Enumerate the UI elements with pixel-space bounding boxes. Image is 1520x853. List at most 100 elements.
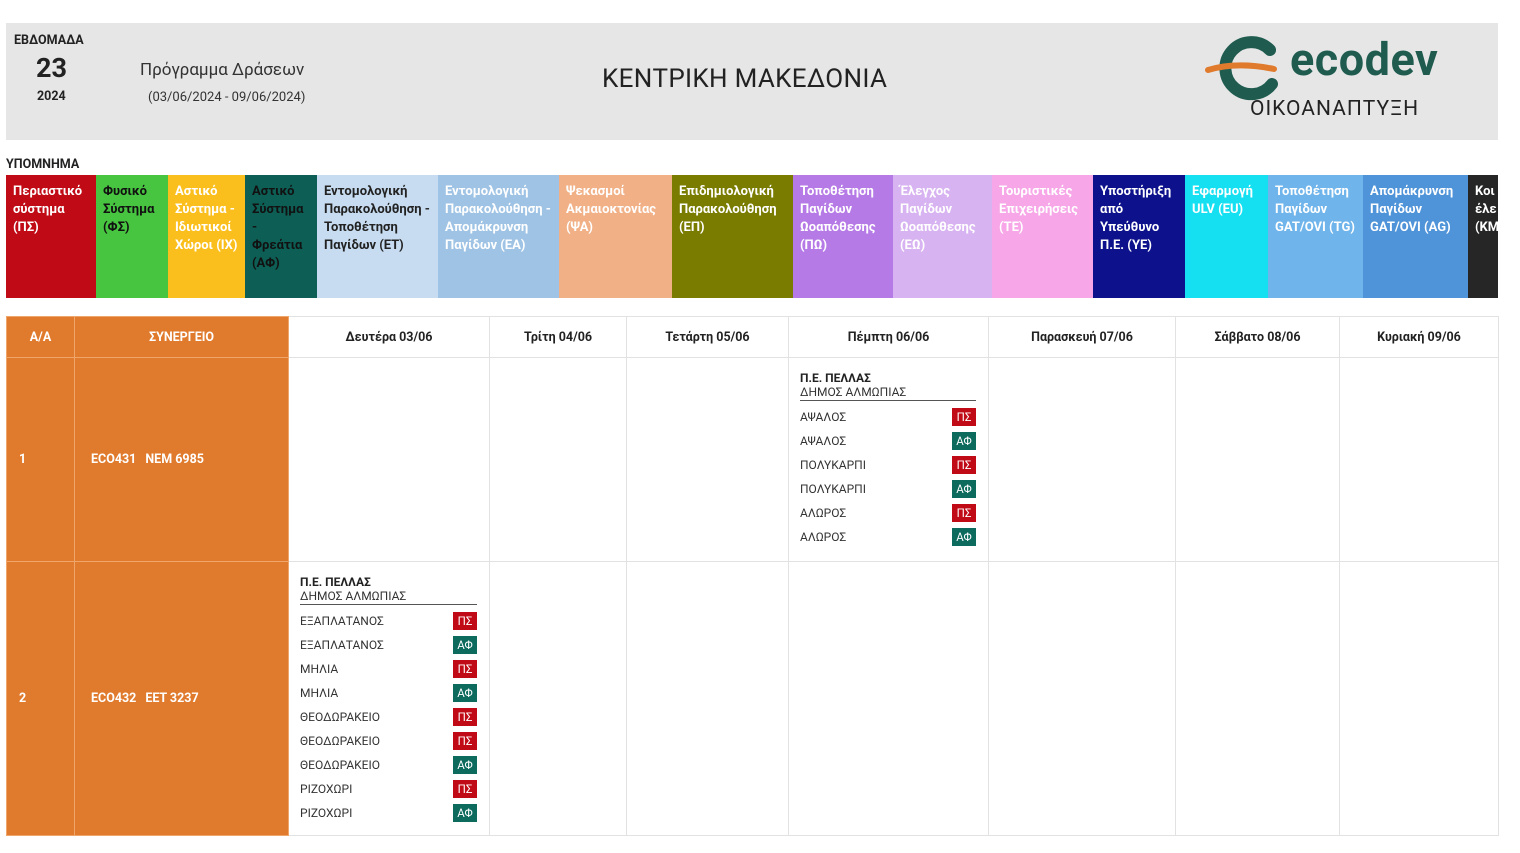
activity-place: ΜΗΛΙΑ [300,662,339,676]
legend-item: Τουριστικές Επιχειρήσεις (ΤΕ) [992,175,1093,298]
day-cell [1175,561,1340,836]
table-row: 2 ECO432 ΕΕΤ 3237 Π.Ε. ΠΕΛΛΑΣ ΔΗΜΟΣ ΑΛΜΩΠΙΑΣ… [6,561,1499,836]
col-header-aa: Α/Α [6,316,75,358]
ecodev-logo: ecodev ΟΙΚΟΑΝΑΠΤΥΞΗ [1204,33,1474,133]
crew-code: ECO431 [91,452,137,467]
day-cell [489,561,627,836]
table-row: 1 ECO431 ΝΕΜ 6985 Π.Ε. ΠΕΛΛΑΣ ΔΗΜΟΣ ΑΛΜΩΠΙΑΣ… [6,357,1499,562]
activity-item: ΑΨΑΛΟΣ ΑΦ [800,429,976,453]
municipality: ΔΗΜΟΣ ΑΛΜΩΠΙΑΣ [300,589,477,605]
activity-item: ΠΟΛΥΚΑΡΠΙ ΠΣ [800,453,976,477]
activity-place: ΠΟΛΥΚΑΡΠΙ [800,482,866,496]
legend-item: Κοι έλε (ΚΜ [1468,175,1498,298]
col-header-day: Τετάρτη 05/06 [626,316,789,358]
legend-item: Εντομολογική Παρακολούθηση - Απομάκρυνση… [438,175,559,298]
day-cell [1175,357,1340,562]
legend-item: Αστικό Σύστημα - Ιδιωτικοί Χώροι (ΙΧ) [168,175,245,298]
activity-block: Π.Ε. ΠΕΛΛΑΣ ΔΗΜΟΣ ΑΛΜΩΠΙΑΣ ΑΨΑΛΟΣ ΠΣ ΑΨΑΛΟΣ Α… [800,371,976,549]
activity-item: ΜΗΛΙΑ ΑΦ [300,681,477,705]
activity-tag: ΑΦ [952,480,976,498]
activity-tag: ΠΣ [453,708,477,726]
activity-place: ΕΞΑΠΛΑΤΑΝΟΣ [300,638,384,652]
col-header-day: Σάββατο 08/06 [1175,316,1340,358]
day-cell [288,357,490,562]
crew-cell: ECO431 ΝΕΜ 6985 [74,357,289,562]
legend-item: Εντομολογική Παρακολούθηση - Τοποθέτηση … [317,175,438,298]
activity-tag: ΠΣ [453,732,477,750]
activity-tag: ΑΦ [952,432,976,450]
col-header-day: Τρίτη 04/06 [489,316,627,358]
activity-place: ΑΨΑΛΟΣ [800,434,847,448]
schedule-table: Α/Α ΣΥΝΕΡΓΕΙΟ Δευτέρα 03/06 Τρίτη 04/06 Τε… [6,316,1499,836]
ecodev-logo-icon [1205,36,1278,101]
legend-item: Υποστήριξη από Υπεύθυνο Π.Ε. (ΥΕ) [1093,175,1185,298]
col-header-day: Κυριακή 09/06 [1339,316,1499,358]
legend-item: Εφαρμογή ULV (EU) [1185,175,1268,298]
row-number: 1 [6,357,75,562]
activity-tag: ΠΣ [453,780,477,798]
activity-item: ΕΞΑΠΛΑΤΑΝΟΣ ΠΣ [300,609,477,633]
week-year: 2024 [37,89,66,104]
legend-item: Ψεκασμοί Ακμαιοκτονίας (ΨΑ) [559,175,672,298]
program-dates: (03/06/2024 - 09/06/2024) [148,90,306,105]
activity-tag: ΠΣ [453,660,477,678]
activity-tag: ΑΦ [453,684,477,702]
schedule-header: ΕΒΔΟΜΑΔΑ 23 2024 Πρόγραμμα Δράσεων (03/0… [6,23,1498,140]
week-label: ΕΒΔΟΜΑΔΑ [14,33,84,48]
activity-item: ΡΙΖΟΧΩΡΙ ΠΣ [300,777,477,801]
legend-bar: Περιαστικό σύστημα (ΠΣ) Φυσικό Σύστημα (Φ… [6,175,1498,298]
activity-tag: ΠΣ [453,612,477,630]
activity-item: ΘΕΟΔΩΡΑΚΕΙΟ ΑΦ [300,753,477,777]
legend-item: Τοποθέτηση Παγίδων GAT/OVI (TG) [1268,175,1363,298]
col-header-day: Παρασκευή 07/06 [988,316,1176,358]
col-header-crew: ΣΥΝΕΡΓΕΙΟ [74,316,289,358]
activity-tag: ΑΦ [453,636,477,654]
activity-item: ΑΨΑΛΟΣ ΠΣ [800,405,976,429]
activity-tag: ΑΦ [952,528,976,546]
activity-tag: ΑΦ [453,756,477,774]
day-cell [988,561,1176,836]
legend-item: Περιαστικό σύστημα (ΠΣ) [6,175,96,298]
day-cell [1339,357,1499,562]
day-cell: Π.Ε. ΠΕΛΛΑΣ ΔΗΜΟΣ ΑΛΜΩΠΙΑΣ ΑΨΑΛΟΣ ΠΣ ΑΨΑΛΟΣ Α… [788,357,989,562]
crew-plate: ΝΕΜ 6985 [145,452,204,467]
legend-item: Τοποθέτηση Παγίδων Ωοαπόθεσης (ΠΩ) [793,175,893,298]
activity-item: ΕΞΑΠΛΑΤΑΝΟΣ ΑΦ [300,633,477,657]
activity-item: ΘΕΟΔΩΡΑΚΕΙΟ ΠΣ [300,705,477,729]
activity-place: ΘΕΟΔΩΡΑΚΕΙΟ [300,758,381,772]
activity-place: ΘΕΟΔΩΡΑΚΕΙΟ [300,710,381,724]
activity-place: ΘΕΟΔΩΡΑΚΕΙΟ [300,734,381,748]
activity-place: ΠΟΛΥΚΑΡΠΙ [800,458,866,472]
day-cell [489,357,627,562]
regional-unit: Π.Ε. ΠΕΛΛΑΣ [300,575,371,589]
activity-tag: ΠΣ [952,504,976,522]
day-cell [988,357,1176,562]
activity-place: ΡΙΖΟΧΩΡΙ [300,806,353,820]
brand-subtitle: ΟΙΚΟΑΝΑΠΤΥΞΗ [1250,97,1420,121]
municipality: ΔΗΜΟΣ ΑΛΜΩΠΙΑΣ [800,385,976,401]
activity-item: ΠΟΛΥΚΑΡΠΙ ΑΦ [800,477,976,501]
crew-cell: ECO432 ΕΕΤ 3237 [74,561,289,836]
day-cell [626,561,789,836]
activity-place: ΡΙΖΟΧΩΡΙ [300,782,353,796]
activity-place: ΑΛΩΡΟΣ [800,530,847,544]
table-header-row: Α/Α ΣΥΝΕΡΓΕΙΟ Δευτέρα 03/06 Τρίτη 04/06 Τε… [6,316,1499,358]
activity-place: ΑΨΑΛΟΣ [800,410,847,424]
day-cell [788,561,989,836]
activity-place: ΑΛΩΡΟΣ [800,506,847,520]
activity-item: ΘΕΟΔΩΡΑΚΕΙΟ ΠΣ [300,729,477,753]
activity-tag: ΠΣ [952,456,976,474]
legend-item: Επιδημιολογική Παρακολούθηση (ΕΠ) [672,175,793,298]
program-title: Πρόγραμμα Δράσεων [140,60,305,80]
week-number: 23 [36,52,67,84]
legend-title: ΥΠΟΜΝΗΜΑ [6,157,80,172]
regional-unit: Π.Ε. ΠΕΛΛΑΣ [800,371,871,385]
brand-name: ecodev [1290,33,1439,86]
legend-item: Απομάκρυνση Παγίδων GAT/OVI (AG) [1363,175,1468,298]
activity-item: ΜΗΛΙΑ ΠΣ [300,657,477,681]
activity-place: ΕΞΑΠΛΑΤΑΝΟΣ [300,614,384,628]
legend-item: Αστικό Σύστημα - Φρεάτια (ΑΦ) [245,175,317,298]
crew-code: ECO432 [91,691,137,706]
day-cell: Π.Ε. ΠΕΛΛΑΣ ΔΗΜΟΣ ΑΛΜΩΠΙΑΣ ΕΞΑΠΛΑΤΑΝΟΣ ΠΣ ΕΞ… [288,561,490,836]
legend-item: Φυσικό Σύστημα (ΦΣ) [96,175,168,298]
